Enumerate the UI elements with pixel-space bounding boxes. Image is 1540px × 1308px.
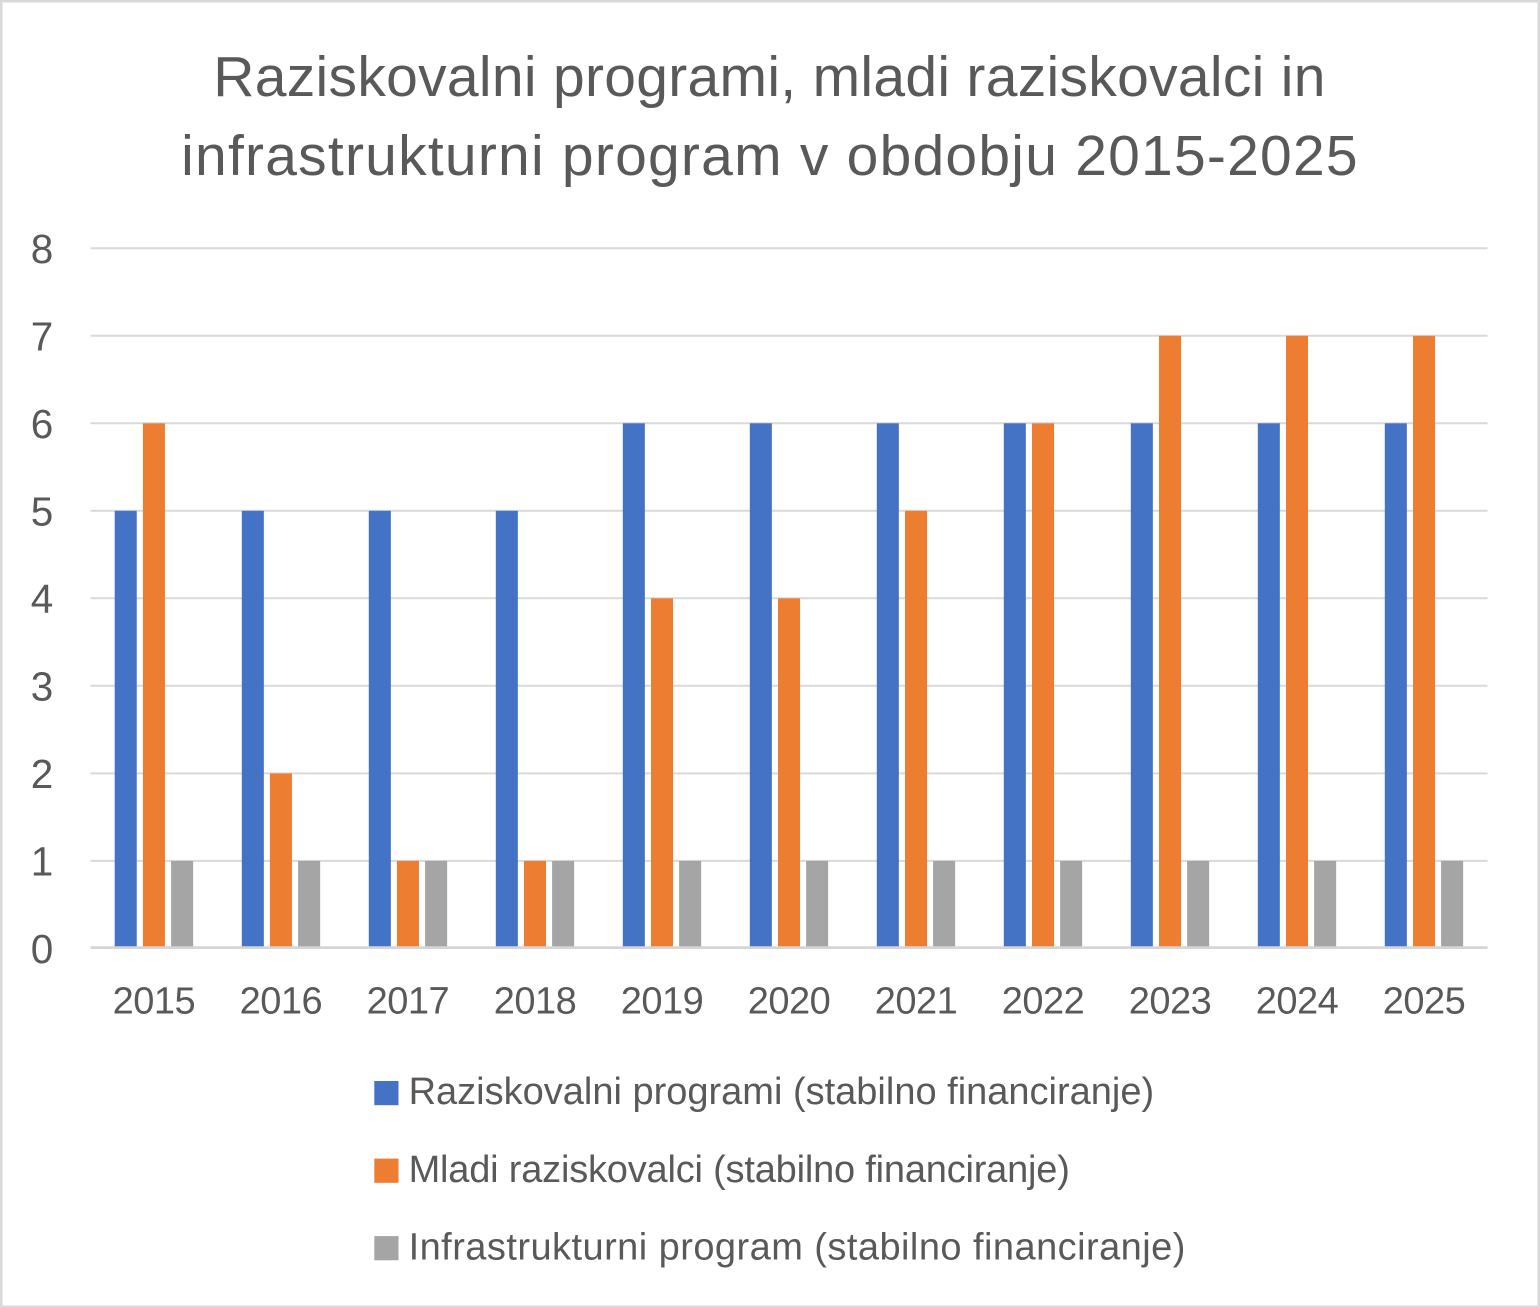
svg-text:0: 0 [31, 926, 54, 972]
svg-text:Mladi raziskovalci (stabilno f: Mladi raziskovalci (stabilno financiranj… [409, 1149, 1070, 1191]
svg-text:Raziskovalni programi (stabiln: Raziskovalni programi (stabilno financir… [409, 1071, 1155, 1113]
svg-text:2017: 2017 [367, 981, 450, 1023]
svg-text:2024: 2024 [1256, 981, 1339, 1023]
svg-text:2015: 2015 [113, 981, 196, 1023]
svg-text:Infrastrukturni program (stabi: Infrastrukturni program (stabilno financ… [409, 1226, 1186, 1268]
svg-text:5: 5 [31, 488, 54, 534]
svg-text:3: 3 [31, 663, 54, 709]
svg-text:6: 6 [31, 401, 54, 447]
svg-text:2016: 2016 [240, 981, 323, 1023]
svg-text:2019: 2019 [621, 981, 704, 1023]
svg-text:Raziskovalni programi, mladi r: Raziskovalni programi, mladi raziskovalc… [213, 45, 1325, 109]
svg-text:2021: 2021 [875, 981, 958, 1023]
svg-text:2: 2 [31, 751, 54, 797]
svg-text:2023: 2023 [1129, 981, 1212, 1023]
svg-text:1: 1 [31, 839, 54, 885]
svg-text:4: 4 [31, 576, 54, 622]
svg-text:2020: 2020 [748, 981, 831, 1023]
svg-text:7: 7 [31, 313, 54, 359]
svg-text:2025: 2025 [1383, 981, 1466, 1023]
svg-text:2018: 2018 [494, 981, 577, 1023]
svg-text:infrastrukturni program v obdo: infrastrukturni program v obdobju 2015-2… [181, 124, 1359, 188]
svg-text:8: 8 [31, 226, 54, 272]
svg-text:2022: 2022 [1002, 981, 1085, 1023]
